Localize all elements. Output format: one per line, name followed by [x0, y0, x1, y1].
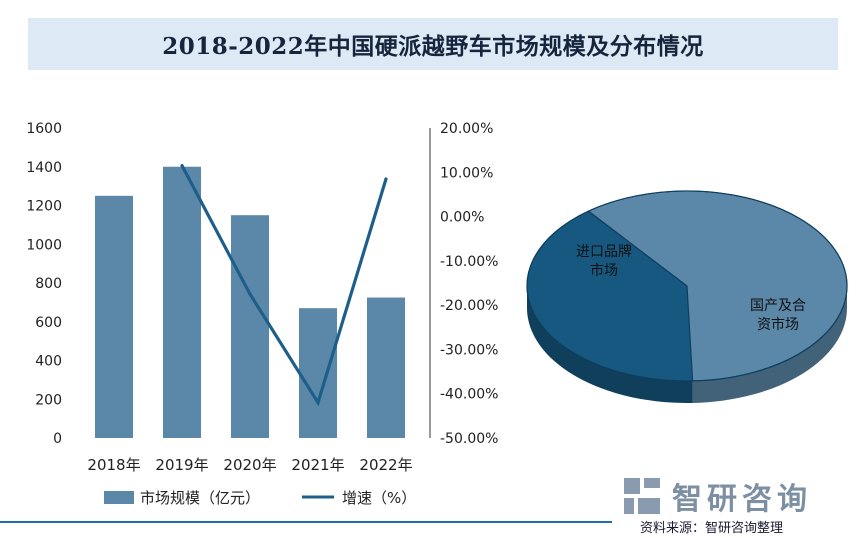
left-axis-tick-label: 0: [53, 431, 62, 447]
growth-point: [316, 400, 320, 405]
left-axis-tick-label: 1600: [26, 121, 62, 137]
right-axis-tick-label: -50.00%: [440, 431, 498, 447]
bar: [299, 308, 337, 438]
growth-point: [384, 177, 388, 181]
left-axis-tick-label: 1400: [26, 160, 62, 176]
left-axis-tick-label: 1200: [26, 199, 62, 215]
right-axis-tick-label: 10.00%: [440, 165, 493, 181]
brand-logo-icon: [620, 474, 664, 518]
source-note: 资料来源：智研咨询整理: [640, 521, 784, 536]
left-axis: 0 200 400 600 800 1000 1200 1400 1600: [26, 121, 62, 447]
bar: [95, 195, 133, 438]
x-tick-label: 2021年: [291, 456, 344, 474]
growth-line: [180, 164, 388, 407]
chart-title: 2018-2022年中国硬派越野车市场规模及分布情况: [162, 33, 704, 60]
x-tick-label: 2020年: [223, 456, 276, 474]
brand-logo-text: 智研咨询: [672, 482, 812, 517]
legend-bar-label: 市场规模（亿元）: [140, 489, 260, 507]
bar-series: [95, 166, 405, 438]
line-series: [180, 164, 388, 407]
x-tick-label: 2022年: [359, 456, 412, 474]
left-axis-tick-label: 200: [35, 392, 62, 408]
footer-accent-line: [0, 521, 612, 523]
left-axis-tick-label: 400: [35, 354, 62, 370]
right-axis-tick-label: -40.00%: [440, 387, 498, 403]
right-axis-tick-label: -30.00%: [440, 342, 498, 358]
legend-line-label: 增速（%）: [342, 489, 416, 507]
pie-rim: [526, 190, 848, 382]
pie-side-wall: [692, 286, 847, 403]
bar: [367, 297, 405, 438]
left-axis-tick-label: 1000: [26, 237, 62, 253]
bar: [231, 215, 269, 438]
left-axis-tick-label: 600: [35, 315, 62, 331]
bar: [163, 166, 201, 438]
x-tick-label: 2018年: [87, 456, 140, 474]
growth-point: [180, 164, 184, 168]
legend-bar-swatch: [104, 491, 134, 504]
right-axis-tick-label: -10.00%: [440, 254, 498, 270]
right-axis-tick-label: 0.00%: [440, 210, 484, 226]
right-axis-tick-label: -20.00%: [440, 298, 498, 314]
title-banner: 2018-2022年中国硬派越野车市场规模及分布情况: [28, 18, 838, 70]
x-axis-labels: 2018年 2019年 2020年 2021年 2022年: [87, 456, 412, 474]
left-axis-tick-label: 800: [35, 276, 62, 292]
growth-point: [248, 292, 252, 296]
brand-logo: 智研咨询: [620, 474, 812, 518]
right-axis-tick-label: 20.00%: [440, 121, 493, 137]
right-axis: -50.00% -40.00% -30.00% -20.00% -10.00% 0.00%…: [429, 121, 498, 447]
legend: 市场规模（亿元） 增速（%）: [104, 489, 416, 507]
pie-label-domestic: 国产及合资市场: [750, 298, 806, 333]
pie-label-import: 进口品牌市场: [576, 243, 632, 279]
x-tick-label: 2019年: [155, 456, 208, 474]
